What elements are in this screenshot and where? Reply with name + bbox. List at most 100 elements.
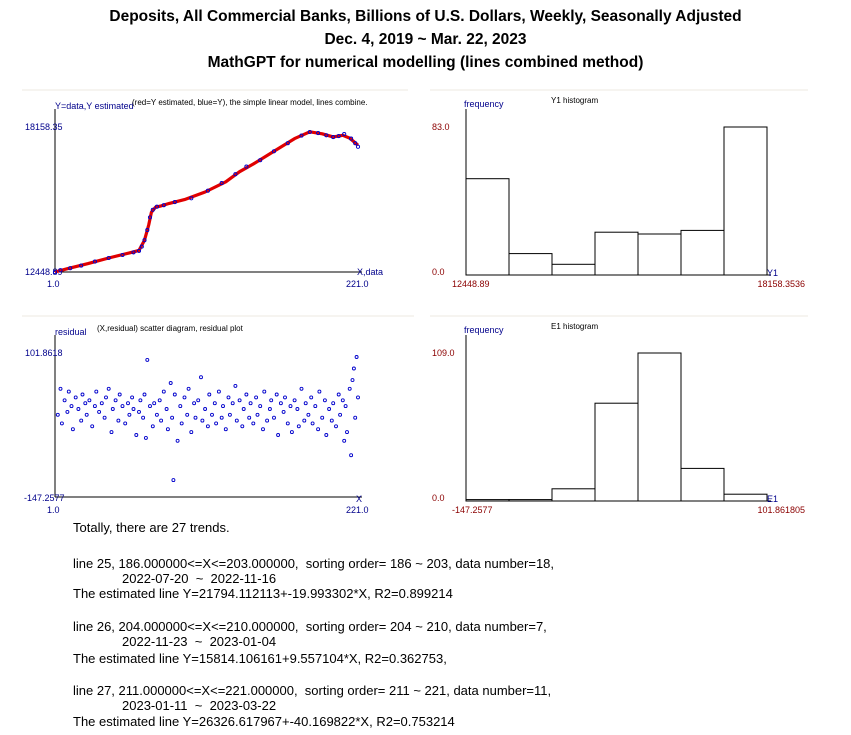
residual-point xyxy=(338,412,343,417)
series-y-point xyxy=(145,228,150,233)
residual-point xyxy=(175,438,180,443)
residual-point xyxy=(102,415,107,420)
series-y-point xyxy=(161,203,166,208)
residual-point xyxy=(281,409,286,414)
residual-point xyxy=(130,395,135,400)
series-y-point xyxy=(336,134,341,139)
residual-point xyxy=(283,395,287,400)
residual-point xyxy=(84,412,89,417)
residual-point xyxy=(178,404,183,409)
residual-point xyxy=(310,421,315,426)
series-y-point xyxy=(120,252,125,258)
residual-point xyxy=(148,404,152,409)
line-chart-xtick-max: 221.0 xyxy=(346,279,369,289)
series-y-point xyxy=(299,133,304,138)
residual-point xyxy=(170,415,175,420)
residual-point xyxy=(241,407,246,411)
residual-point xyxy=(214,421,219,426)
residual-point xyxy=(351,366,356,371)
residual-point xyxy=(292,398,297,403)
residual-point xyxy=(276,433,281,437)
series-y-point xyxy=(68,266,73,271)
residual-point xyxy=(203,407,208,411)
residual-point xyxy=(137,409,141,414)
residual-point xyxy=(70,427,75,432)
residual-point xyxy=(336,392,341,397)
chart-title-line2: Dec. 4, 2019 ~ Mar. 22, 2023 xyxy=(324,31,527,48)
series-y-point xyxy=(154,204,159,209)
chart-title-line3: MathGPT for numerical modelling (lines c… xyxy=(207,54,644,71)
residual-point xyxy=(134,433,139,437)
y1-histogram-ytick-min: 0.0 xyxy=(432,267,445,277)
residual-point xyxy=(303,401,308,406)
series-y-point xyxy=(142,238,147,243)
residual-point xyxy=(331,401,336,406)
residual-point xyxy=(92,404,97,409)
y1-histogram-xlabel: Y1 xyxy=(767,268,778,278)
series-y-point xyxy=(92,259,97,264)
residual-point xyxy=(342,438,347,443)
residual-point xyxy=(120,404,125,409)
residual-point xyxy=(212,401,217,406)
series-y-point xyxy=(106,255,111,261)
residual-point xyxy=(234,418,239,423)
residual-point xyxy=(285,421,290,426)
residual-point xyxy=(172,392,177,397)
line-chart-xlabel: X,data xyxy=(357,267,383,277)
series-y-point xyxy=(349,136,354,141)
series-y-point xyxy=(355,144,361,149)
residual-point xyxy=(159,418,164,423)
series-y-estimated-line xyxy=(54,130,360,274)
residual-point xyxy=(193,415,198,420)
trend-25-line: line 25, 186.000000<=X<=203.000000, sort… xyxy=(73,556,555,571)
residual-point xyxy=(83,401,88,406)
y1-histogram-bar xyxy=(723,126,768,276)
residual-point xyxy=(302,418,307,423)
residual-point xyxy=(247,415,252,420)
e1-histogram-bar xyxy=(637,352,682,502)
residual-point xyxy=(262,389,267,394)
residual-point xyxy=(142,392,147,397)
y1-histogram-bar xyxy=(680,229,725,276)
residual-point xyxy=(55,412,60,417)
residual-point xyxy=(349,453,354,458)
residual-point xyxy=(109,430,114,435)
e1-histogram-ytick-min: 0.0 xyxy=(432,493,445,503)
line-chart-ytick-max: 18158.35 xyxy=(25,122,63,132)
residual-point xyxy=(185,412,190,417)
residual-point xyxy=(157,398,162,403)
residual-point xyxy=(258,404,263,409)
residual-point xyxy=(267,407,272,411)
residual-point xyxy=(334,424,338,429)
series-y-point xyxy=(316,131,321,136)
residual-ytick-min: -147.2577 xyxy=(24,493,65,503)
y1-histogram-bar xyxy=(508,253,553,276)
residual-point xyxy=(143,435,148,440)
residual-point xyxy=(113,398,118,403)
residual-point xyxy=(94,389,99,394)
residual-point xyxy=(227,412,232,417)
residual-point xyxy=(288,404,293,409)
residual-point xyxy=(237,398,242,403)
residual-point xyxy=(192,401,197,406)
e1-histogram-bar xyxy=(508,499,553,502)
residual-point xyxy=(97,409,102,414)
e1-histogram-xtick-max: 101.861805 xyxy=(757,505,805,515)
line-chart-ylabel: Y=data,Y estimated xyxy=(55,101,134,111)
series-y-point xyxy=(258,158,263,163)
y1-histogram-ytick-max: 83.0 xyxy=(432,122,450,132)
residual-point xyxy=(127,412,132,417)
e1-histogram-title: E1 histogram xyxy=(551,322,598,331)
y1-histogram-ylabel: frequency xyxy=(464,99,504,109)
series-y-point xyxy=(147,215,153,220)
series-y-point xyxy=(172,200,177,205)
residual-point xyxy=(295,407,300,411)
y1-histogram-xtick-max: 18158.3536 xyxy=(757,279,805,289)
series-y-point xyxy=(233,172,238,177)
e1-histogram-ylabel: frequency xyxy=(464,325,504,335)
series-y-point xyxy=(136,248,142,253)
residual-point xyxy=(216,389,221,394)
series-y-point xyxy=(131,250,136,255)
residual-caption: (X,residual) scatter diagram, residual p… xyxy=(97,324,244,333)
residual-point xyxy=(316,427,321,432)
